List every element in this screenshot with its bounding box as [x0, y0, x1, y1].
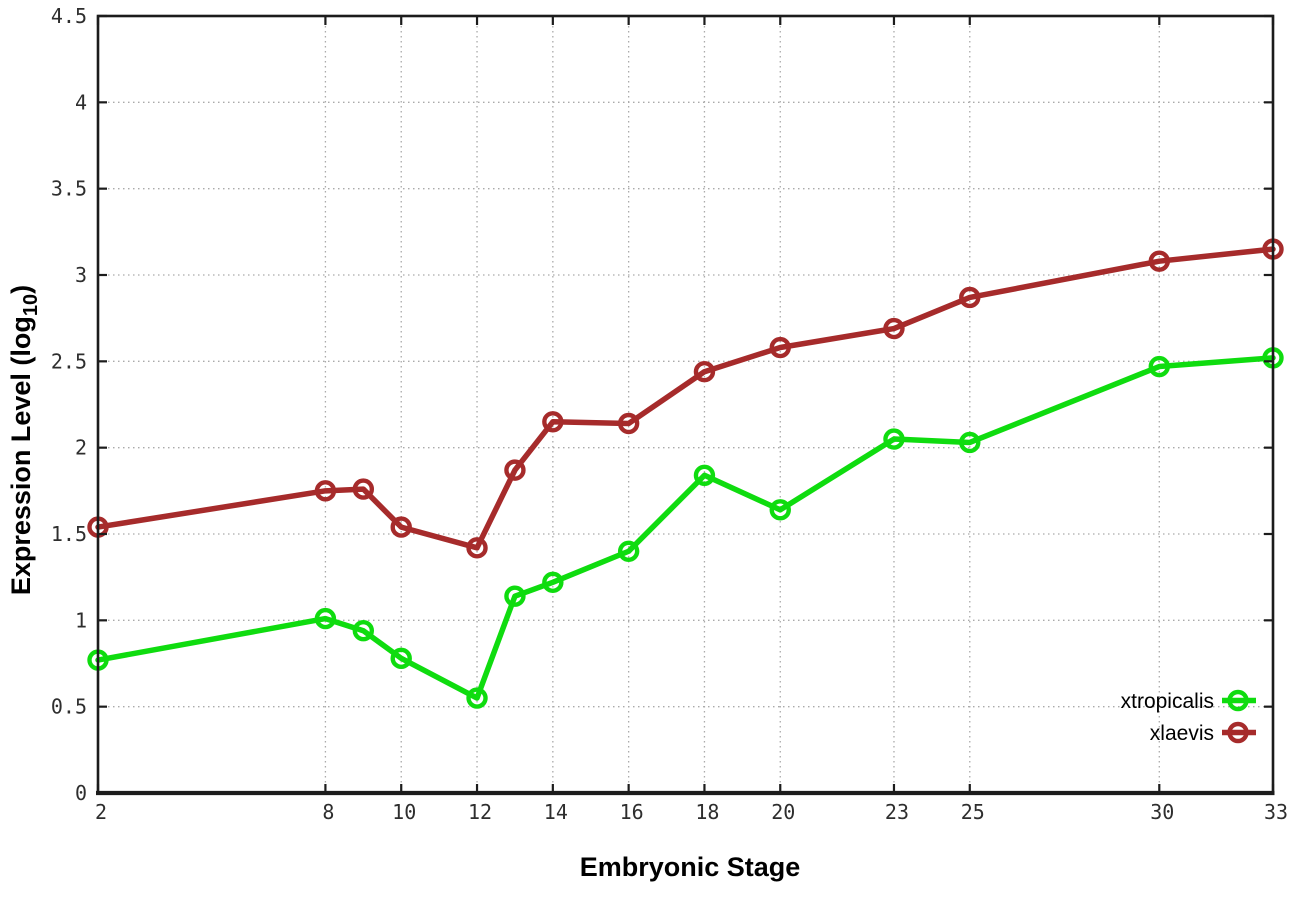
x-tick-label: 33 [1264, 800, 1288, 824]
x-tick-label: 25 [961, 800, 985, 824]
data-point-xlaevis [883, 317, 905, 340]
legend-label-xtropicalis: xtropicalis [1121, 690, 1214, 713]
x-tick-labels: 2 8 10 12 14 16 18 20 23 25 30 33 [95, 800, 1288, 824]
y-tick-label: 0 [75, 781, 87, 805]
y-axis-title-main: Expression Level (log [6, 316, 36, 595]
y-tick-label: 2.5 [51, 349, 87, 373]
x-tick-label: 10 [392, 800, 416, 824]
series-layer [87, 238, 1284, 709]
data-point-xlaevis [542, 411, 564, 433]
data-point-xtropicalis [542, 571, 564, 594]
series-line-xlaevis [95, 246, 1276, 551]
x-tick-label: 14 [544, 800, 568, 824]
data-point-xtropicalis [314, 607, 337, 630]
data-point-xtropicalis [466, 687, 488, 709]
data-point-xtropicalis [617, 540, 640, 562]
axis-ticks [96, 14, 1275, 795]
x-tick-label: 12 [468, 800, 492, 824]
data-point-xlaevis [352, 478, 375, 500]
y-tick-label: 3.5 [51, 177, 87, 201]
data-point-xlaevis [959, 286, 981, 309]
y-tick-label: 1.5 [51, 522, 87, 546]
data-point-xlaevis [390, 516, 412, 538]
legend-entry-xlaevis: xlaevis [1150, 721, 1256, 745]
data-point-xtropicalis [390, 647, 412, 670]
data-point-xtropicalis [1148, 355, 1170, 378]
x-tick-label: 16 [620, 800, 644, 824]
x-tick-label: 8 [322, 800, 334, 824]
y-tick-label: 3 [75, 263, 87, 287]
data-point-xtropicalis [352, 619, 375, 642]
x-tick-label: 30 [1150, 800, 1174, 824]
legend-label-xlaevis: xlaevis [1150, 722, 1214, 745]
data-point-xlaevis [769, 336, 791, 359]
data-point-xlaevis [617, 412, 640, 435]
legend-entry-xtropicalis: xtropicalis [1121, 689, 1256, 713]
legend: xtropicalis xlaevis [1121, 689, 1256, 745]
y-tick-label: 4 [75, 90, 87, 114]
y-tick-label: 4.5 [51, 4, 87, 28]
series-line-xtropicalis [95, 355, 1276, 701]
y-tick-labels: 0 0.5 1 1.5 2 2.5 3 3.5 4 4.5 [51, 4, 87, 805]
data-point-xlaevis [1148, 250, 1170, 272]
legend-sample-marker-icon [1227, 721, 1249, 744]
y-axis-title-close: ) [6, 285, 36, 294]
legend-sample-marker-icon [1227, 689, 1249, 712]
data-point-xtropicalis [504, 585, 526, 607]
data-point-xtropicalis [883, 428, 905, 450]
x-tick-label: 23 [885, 800, 909, 824]
data-point-xtropicalis [693, 464, 716, 486]
data-point-xtropicalis [769, 499, 791, 521]
y-tick-label: 2 [75, 436, 87, 460]
y-tick-label: 0.5 [51, 695, 87, 719]
x-tick-label: 20 [771, 800, 795, 824]
y-axis-title: Expression Level (log10) [6, 285, 42, 595]
x-tick-label: 2 [95, 800, 107, 824]
plot-border [96, 14, 1275, 795]
data-point-xlaevis [693, 360, 716, 383]
y-axis-title-subscript: 10 [20, 294, 42, 316]
data-point-xtropicalis [959, 431, 981, 454]
x-axis-title: Embryonic Stage [580, 852, 801, 882]
y-tick-label: 1 [75, 608, 87, 632]
data-point-xlaevis [314, 480, 337, 502]
grid-layer [98, 16, 1273, 793]
x-tick-label: 18 [695, 800, 719, 824]
data-point-xlaevis [466, 537, 488, 559]
data-point-xlaevis [504, 459, 526, 481]
